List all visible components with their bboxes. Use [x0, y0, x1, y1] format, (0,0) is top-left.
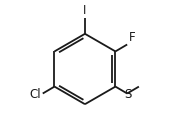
Text: I: I [83, 4, 87, 17]
Text: Cl: Cl [30, 88, 41, 101]
Text: S: S [124, 88, 131, 101]
Text: F: F [129, 31, 135, 44]
